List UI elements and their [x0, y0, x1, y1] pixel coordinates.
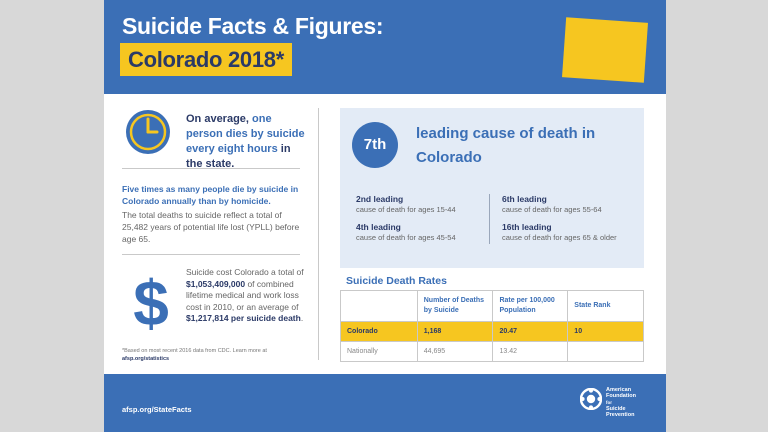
table-header	[340, 290, 418, 322]
rank-item: 4th leading cause of death for ages 45-5…	[356, 222, 496, 243]
table-cell: Colorado	[340, 321, 418, 342]
fact-suffix: in the state.	[186, 143, 291, 170]
rank-divider	[489, 194, 490, 244]
org-name-line: Foundation	[606, 393, 636, 400]
state-year-label: Colorado 2018*	[120, 43, 292, 76]
rank-item: 6th leading cause of death for ages 55-6…	[502, 194, 642, 215]
table-cell: 13.42	[492, 341, 569, 362]
homicide-comparison: Five times as many people die by suicide…	[122, 184, 299, 206]
column-divider	[318, 108, 319, 360]
rank-item-label: 4th leading	[356, 222, 401, 232]
organization-name: American Foundation for Suicide Preventi…	[606, 387, 662, 418]
rank-item: 2nd leading cause of death for ages 15-4…	[356, 194, 496, 215]
table-cell: 20.47	[492, 321, 569, 342]
rank-item-label: 16th leading	[502, 222, 552, 232]
table-row: Nationally 44,695 13.42	[340, 341, 644, 362]
cost-text: of combined lifetime medical and work lo…	[186, 278, 299, 312]
table-row: Colorado 1,168 20.47 10	[340, 321, 644, 342]
footnote-text: *Based on most recent 2016 data from CDC…	[122, 348, 267, 354]
death-rates-table: Number of Deaths by Suicide Rate per 100…	[340, 290, 644, 362]
clock-icon	[126, 110, 170, 154]
total-cost-value: $1,053,409,000	[186, 278, 246, 289]
statistics-link[interactable]: afsp.org/statistics	[122, 356, 170, 362]
table-cell: 44,695	[416, 341, 494, 362]
org-name-line: Prevention	[606, 412, 635, 419]
table-header: State Rank	[567, 290, 644, 322]
table-header: Number of Deaths by Suicide	[416, 290, 494, 322]
cost-fact: Suicide cost Colorado a total of $1,053,…	[186, 267, 310, 325]
divider	[122, 254, 300, 255]
rank-item-label: 6th leading	[502, 194, 547, 204]
footnote: *Based on most recent 2016 data from CDC…	[122, 347, 312, 363]
rank-item-desc: cause of death for ages 55-64	[502, 205, 602, 214]
footer-banner: afsp.org/StateFacts American Foundation …	[104, 374, 666, 432]
rank-item: 16th leading cause of death for ages 65 …	[502, 222, 642, 243]
table-cell: 10	[567, 321, 644, 342]
colorado-map-icon	[562, 17, 648, 83]
org-name-line: Suicide	[606, 405, 626, 412]
rank-item-desc: cause of death for ages 45-54	[356, 233, 456, 242]
cost-text: per suicide death	[230, 313, 301, 323]
org-name-line: American	[606, 387, 632, 393]
ypll-fact: The total deaths to suicide reflect a to…	[122, 210, 300, 244]
cost-text: .	[300, 313, 304, 323]
header-banner: Suicide Facts & Figures: Colorado 2018*	[104, 0, 666, 94]
page-title: Suicide Facts & Figures:	[122, 13, 384, 39]
table-title: Suicide Death Rates	[346, 275, 447, 287]
rank-panel: 7th leading cause of death in Colorado 2…	[340, 108, 644, 268]
afsp-logo-icon	[580, 388, 602, 410]
dollar-icon: $	[133, 267, 169, 339]
suicide-frequency-fact: On average, one person dies by suicide e…	[186, 112, 310, 172]
table-cell: 1,168	[416, 321, 494, 342]
table-cell: Nationally	[340, 341, 418, 362]
table-cell	[567, 341, 644, 362]
fact-highlight: one person dies by suicide every eight h…	[186, 113, 305, 155]
cost-text: Suicide cost Colorado a total of	[186, 267, 304, 277]
fact-prefix: On average,	[186, 113, 249, 125]
table-header: Rate per 100,000 Population	[492, 290, 569, 322]
state-facts-link[interactable]: afsp.org/StateFacts	[122, 405, 192, 414]
table-header-row: Number of Deaths by Suicide Rate per 100…	[340, 290, 644, 322]
org-name-line: for	[606, 399, 612, 405]
divider	[122, 168, 300, 169]
rank-item-desc: cause of death for ages 15-44	[356, 205, 456, 214]
rank-title: leading cause of death in Colorado	[416, 125, 596, 166]
rank-item-desc: cause of death for ages 65 & older	[502, 233, 617, 242]
rank-item-label: 2nd leading	[356, 194, 404, 204]
rank-badge: 7th	[352, 122, 398, 168]
average-cost-value: $1,217,814	[186, 313, 229, 323]
fact-sheet: Suicide Facts & Figures: Colorado 2018* …	[104, 0, 666, 432]
